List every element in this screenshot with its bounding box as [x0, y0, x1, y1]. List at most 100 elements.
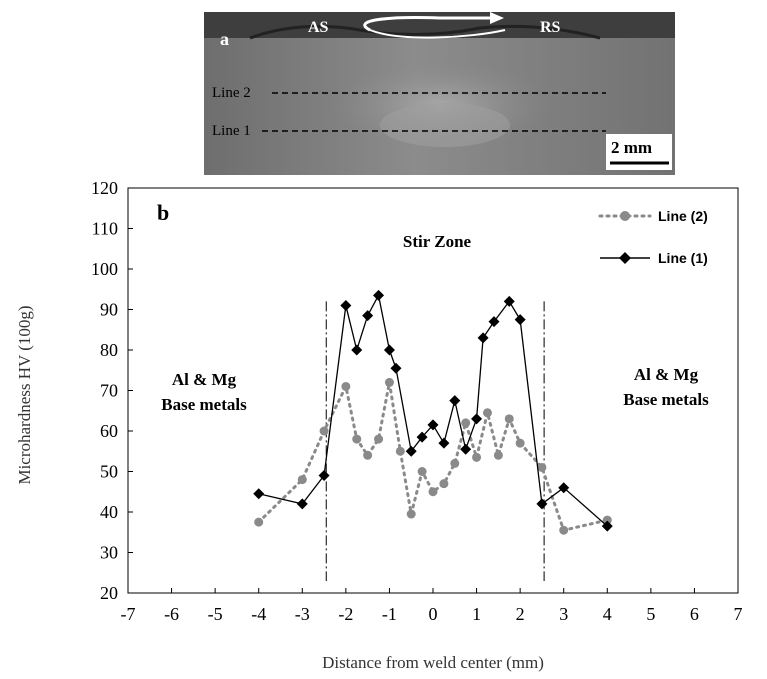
line2-data-point	[493, 450, 503, 460]
y-tick-label: 30	[100, 543, 118, 563]
line1-data-point	[558, 482, 570, 494]
right-base-metal-annotation-1: Al & Mg	[634, 365, 699, 384]
line1-data-point	[253, 488, 265, 500]
y-axis-label: Microhardness HV (100g)	[15, 305, 34, 484]
line2-data-point	[319, 426, 329, 436]
y-tick-label: 40	[100, 502, 118, 522]
line2-data-point	[537, 462, 547, 472]
line1-data-point	[318, 470, 330, 482]
line2-label: Line 2	[212, 85, 251, 101]
line1-data-point	[362, 310, 374, 322]
x-tick-label: 2	[516, 604, 525, 624]
stir-zone-annotation: Stir Zone	[403, 232, 472, 251]
x-tick-label: -1	[382, 604, 397, 624]
line2-data-point	[472, 452, 482, 462]
legend-line1-marker	[619, 252, 631, 264]
line1-data-point	[373, 289, 385, 301]
line1-data-point	[514, 314, 526, 326]
line2-data-point	[341, 381, 351, 391]
chart-labels: b Stir Zone Al & Mg Base metals Al & Mg …	[15, 200, 709, 672]
x-tick-label: -4	[251, 604, 266, 624]
y-tick-label: 50	[100, 462, 118, 482]
x-tick-label: -3	[295, 604, 310, 624]
x-axis-label: Distance from weld center (mm)	[322, 653, 544, 672]
chart-axes: -7 -6 -5 -4 -3 -2 -1 0 1 2 3 4 5 6 7 20 30 40 50 60 70 80 90 10…	[91, 178, 743, 624]
line1-data-point	[477, 332, 489, 344]
line2-data-point	[482, 408, 492, 418]
chart-legend: Line (2) Line (1)	[598, 208, 708, 266]
scale-bar-label: 2 mm	[611, 138, 652, 157]
line1-data-point	[488, 316, 500, 328]
x-tick-label: -2	[338, 604, 353, 624]
x-tick-label: -6	[164, 604, 179, 624]
weld-surface	[249, 24, 601, 40]
line2-data-point	[406, 509, 416, 519]
x-tick-label: 5	[646, 604, 655, 624]
legend-line2-label: Line (2)	[658, 208, 708, 224]
line1-data-point	[340, 299, 352, 311]
reference-lines	[325, 301, 545, 581]
y-tick-label: 70	[100, 381, 118, 401]
line2-data-point	[374, 434, 384, 444]
x-tick-label: 1	[472, 604, 481, 624]
line1-data-point	[390, 362, 402, 374]
x-tick-label: 4	[603, 604, 612, 624]
arrow-head-icon	[490, 12, 504, 24]
line2-data-point	[395, 446, 405, 456]
line1-data-point	[383, 344, 395, 356]
advancing-side-label: AS	[308, 19, 329, 36]
line2-data-point	[363, 450, 373, 460]
x-tick-label: 0	[429, 604, 438, 624]
left-base-metal-annotation-1: Al & Mg	[172, 370, 237, 389]
line1-data-point	[405, 445, 417, 457]
line1-data-point	[460, 443, 472, 455]
line2-data-point	[439, 479, 449, 489]
line2-data-point	[384, 377, 394, 387]
retreating-side-label: RS	[540, 19, 561, 36]
series-line-2	[257, 381, 609, 532]
legend-line1-label: Line (1)	[658, 250, 708, 266]
x-tick-label: -5	[208, 604, 223, 624]
y-tick-label: 80	[100, 340, 118, 360]
nugget-region	[380, 103, 510, 147]
line2-data-point	[352, 434, 362, 444]
line1-data-point	[536, 498, 548, 510]
tool-arrow-icon	[363, 16, 490, 32]
y-tick-label: 100	[91, 259, 118, 279]
line2-data-point	[450, 458, 460, 468]
y-tick-label: 110	[92, 219, 118, 239]
y-tick-label: 60	[100, 421, 118, 441]
left-base-metal-annotation-2: Base metals	[161, 395, 247, 414]
chart-panel-label: b	[157, 200, 169, 225]
line2-data-point	[504, 414, 514, 424]
line1-data-point	[296, 498, 308, 510]
x-tick-label: -7	[121, 604, 136, 624]
x-tick-label: 3	[559, 604, 568, 624]
line1-data-point	[427, 419, 439, 431]
legend-line2-marker	[620, 211, 630, 221]
line1-data-point	[449, 395, 461, 407]
line1-data-point	[416, 431, 428, 443]
chart-series	[253, 289, 613, 535]
line2-data-point	[461, 418, 471, 428]
line2-data-point	[515, 438, 525, 448]
line2-data-point	[428, 487, 438, 497]
line1-data-point	[601, 520, 613, 532]
x-tick-label: 7	[734, 604, 743, 624]
tool-arrow-return	[369, 29, 506, 39]
line1-data-point	[438, 437, 450, 449]
line1-label: Line 1	[212, 123, 251, 139]
line2-data-point	[602, 515, 612, 525]
y-tick-label: 20	[100, 583, 118, 603]
micrograph-image: a AS RS Line 2 Line 1 2 mm	[204, 12, 675, 175]
x-tick-label: 6	[690, 604, 699, 624]
y-tick-label: 120	[91, 178, 118, 198]
line1-data-point	[503, 295, 515, 307]
y-tick-label: 90	[100, 300, 118, 320]
line2-data-point	[297, 475, 307, 485]
line2-data-point	[417, 467, 427, 476]
line1-data-point	[471, 413, 483, 425]
line1-data-point	[351, 344, 363, 356]
micrograph-panel-label: a	[220, 29, 229, 49]
